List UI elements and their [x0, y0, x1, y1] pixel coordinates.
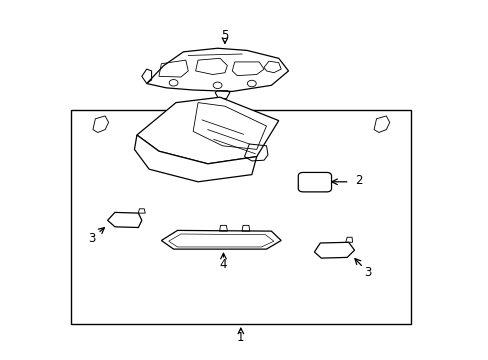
Text: 2: 2 [355, 174, 362, 187]
Polygon shape [161, 230, 281, 249]
FancyBboxPatch shape [298, 172, 331, 192]
Text: 3: 3 [364, 266, 371, 279]
Polygon shape [134, 135, 256, 182]
Text: 1: 1 [237, 331, 244, 344]
Polygon shape [314, 242, 354, 258]
Polygon shape [146, 48, 288, 91]
Text: 4: 4 [219, 258, 227, 271]
Text: 5: 5 [221, 29, 228, 42]
Text: 3: 3 [87, 232, 95, 245]
Bar [71, 110, 410, 324]
Polygon shape [137, 97, 278, 164]
